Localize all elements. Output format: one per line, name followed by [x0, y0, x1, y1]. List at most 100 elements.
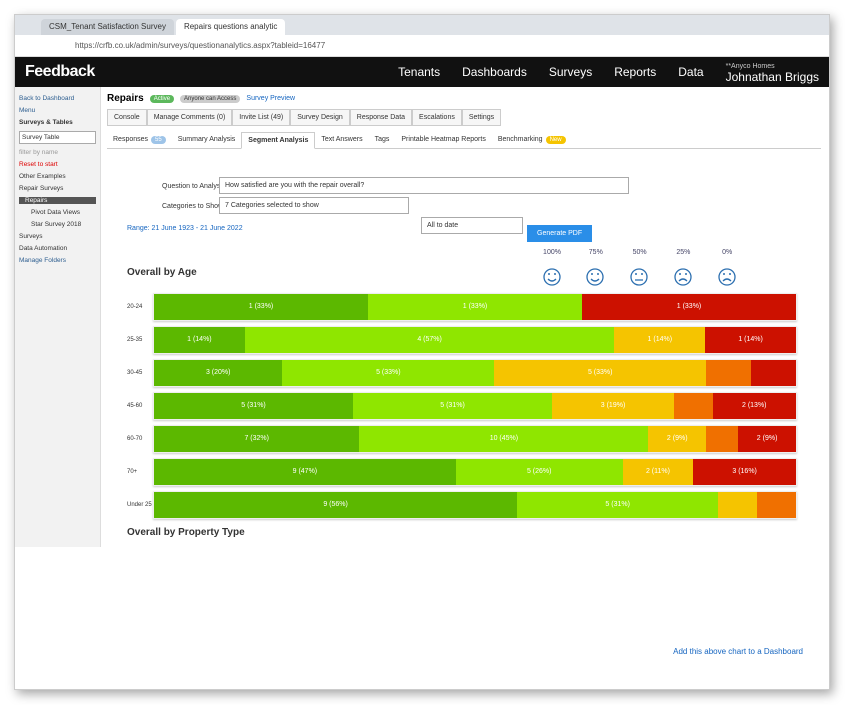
segment-label: 1 (14%) — [647, 336, 673, 343]
legend-label: 75% — [588, 249, 603, 256]
preview-link[interactable]: Survey Preview — [246, 95, 296, 102]
segment-label: 5 (31%) — [241, 402, 266, 409]
url: https://crfb.co.uk/admin/surveys/questio… — [75, 41, 326, 50]
segment-label: 2 (13%) — [742, 402, 767, 409]
tab[interactable]: Benchmarking New — [492, 132, 572, 148]
tab[interactable]: Segment Analysis — [241, 132, 316, 149]
tab-label: Segment Analysis — [248, 137, 309, 144]
segment-label: 4 (57%) — [417, 336, 442, 343]
bar-segment — [706, 425, 739, 452]
pdf-button[interactable]: Generate PDF — [527, 225, 593, 242]
row-label: 25-35 — [127, 336, 143, 343]
bar-segment: 2 (11%) — [622, 458, 694, 485]
browser-tab[interactable]: Repairs questions analytic — [175, 19, 286, 35]
bar-segment: 5 (26%) — [455, 458, 623, 485]
filter-input[interactable]: filter by name — [19, 149, 59, 156]
menu-link[interactable]: Menu — [19, 107, 36, 114]
bar: 9 (47%) 5 (26%) 2 (11%) 3 (16%) — [153, 457, 797, 486]
tree-item[interactable]: Pivot Data Views — [31, 209, 81, 216]
segment-label: 7 (32%) — [244, 435, 269, 442]
tree-item[interactable]: Star Survey 2018 — [31, 221, 82, 228]
question-select[interactable]: How satisfied are you with the repair ov… — [219, 177, 629, 194]
period-select[interactable]: All to date — [421, 217, 523, 234]
browser-tab[interactable]: CSM_Tenant Satisfaction Survey — [41, 19, 174, 35]
nav-item[interactable]: Dashboards — [462, 65, 527, 79]
dashboard-link[interactable]: Add this above chart to a Dashboard — [673, 647, 803, 656]
tab-label: Text Answers — [321, 136, 363, 143]
segment-label: 9 (47%) — [292, 468, 318, 475]
bar-row: 25-35 1 (14%) 4 (57%) 1 (14%) 1 (14%) — [127, 324, 797, 355]
row-label: 20-24 — [127, 303, 143, 310]
nav-item[interactable]: Tenants — [398, 65, 441, 79]
bar-segment: 1 (33%) — [582, 293, 796, 320]
manage-link[interactable]: Manage Folders — [19, 257, 66, 264]
bar-row: Under 25 9 (56%) 5 (31%) — [127, 489, 797, 520]
next-chart-title: Overall by Property Type — [127, 527, 245, 538]
logo[interactable]: Feedback — [25, 63, 95, 80]
segment-label: 1 (14%) — [738, 336, 763, 343]
bar-segment: 5 (31%) — [154, 392, 354, 419]
segment-label: 2 (11%) — [645, 468, 670, 475]
toolbar-button[interactable]: Settings — [461, 109, 502, 126]
table-select[interactable]: Survey Table — [19, 131, 96, 144]
bar-segment — [674, 392, 713, 419]
nav-item[interactable]: Surveys — [548, 65, 593, 79]
tab[interactable]: Responses 55 — [107, 132, 172, 148]
toolbar-button[interactable]: Console — [107, 109, 147, 126]
tab[interactable]: Tags — [369, 132, 396, 148]
bar-segment: 3 (20%) — [154, 359, 283, 386]
bar: 1 (14%) 4 (57%) 1 (14%) 1 (14%) — [153, 325, 797, 354]
segment-label: 5 (33%) — [587, 369, 613, 376]
segment-label: 1 (33%) — [676, 303, 702, 310]
bar-segment — [757, 491, 796, 518]
tab[interactable]: Printable Heatmap Reports — [395, 132, 491, 148]
bar-segment — [706, 359, 752, 386]
tab[interactable]: Summary Analysis — [172, 132, 242, 148]
bar: 3 (20%) 5 (33%) 5 (33%) — [153, 358, 797, 387]
org-name: **Anyco Homes — [725, 63, 775, 70]
segment-label: 3 (16%) — [732, 468, 757, 475]
segment-label: 5 (31%) — [605, 501, 630, 508]
chart-title: Overall by Age — [127, 267, 197, 278]
row-label: 45-60 — [127, 402, 143, 409]
bar: 7 (32%) 10 (45%) 2 (9%) 2 (9%) — [153, 424, 797, 453]
bar-segment: 1 (33%) — [154, 293, 368, 320]
toolbar-button[interactable]: Invite List (49) — [232, 109, 291, 126]
bar: 9 (56%) 5 (31%) — [153, 490, 797, 519]
segment-label: 5 (31%) — [440, 402, 465, 409]
segment-label: 3 (20%) — [205, 369, 231, 376]
user-menu[interactable]: **Anyco Homes Johnathan Briggs — [726, 61, 819, 83]
navbar: Feedback Tenants Dashboards Surveys Reports… — [15, 57, 829, 87]
tree-item[interactable]: Repairs — [19, 197, 96, 204]
tab-label: Benchmarking — [497, 136, 543, 143]
tree-item[interactable]: Surveys — [19, 233, 43, 240]
tab[interactable]: Text Answers — [315, 132, 368, 148]
address-bar[interactable]: https://crfb.co.uk/admin/surveys/questio… — [15, 35, 829, 57]
legend-label: 0% — [722, 249, 733, 256]
legend-label: 25% — [676, 249, 691, 256]
bar-row: 60-70 7 (32%) 10 (45%) 2 (9%) 2 (9%) — [127, 423, 797, 454]
nav-item[interactable]: Data — [678, 65, 704, 79]
categories-select[interactable]: 7 Categories selected to show — [219, 197, 409, 214]
survey-title: Repairs — [107, 93, 144, 104]
tree-item[interactable]: Other Examples — [19, 173, 66, 180]
back-link[interactable]: Back to Dashboard — [19, 95, 75, 102]
row-label: Under 25 — [127, 501, 152, 508]
nav-item[interactable]: Reports — [614, 65, 657, 79]
toolbar-button[interactable]: Escalations — [412, 109, 462, 126]
toolbar-button[interactable]: Survey Design — [290, 109, 350, 126]
segment-label: 10 (45%) — [489, 435, 519, 442]
tree-item[interactable]: Repair Surveys — [19, 185, 64, 192]
section-title: Surveys & Tables — [19, 119, 73, 126]
segment-label: 2 (9%) — [666, 435, 688, 442]
bar: 5 (31%) 5 (31%) 3 (19%) 2 (13%) — [153, 391, 797, 420]
reset-link[interactable]: Reset to start — [19, 161, 58, 168]
segment-label: 1 (14%) — [187, 336, 212, 343]
tree-item[interactable]: Data Automation — [19, 245, 68, 252]
bar-segment: 2 (9%) — [648, 425, 707, 452]
segment-label: 9 (56%) — [323, 501, 348, 508]
legend-label: 100% — [543, 249, 561, 256]
tab-label: Tags — [374, 136, 390, 143]
toolbar-button[interactable]: Manage Comments (0) — [146, 109, 233, 126]
toolbar-button[interactable]: Response Data — [349, 109, 413, 126]
